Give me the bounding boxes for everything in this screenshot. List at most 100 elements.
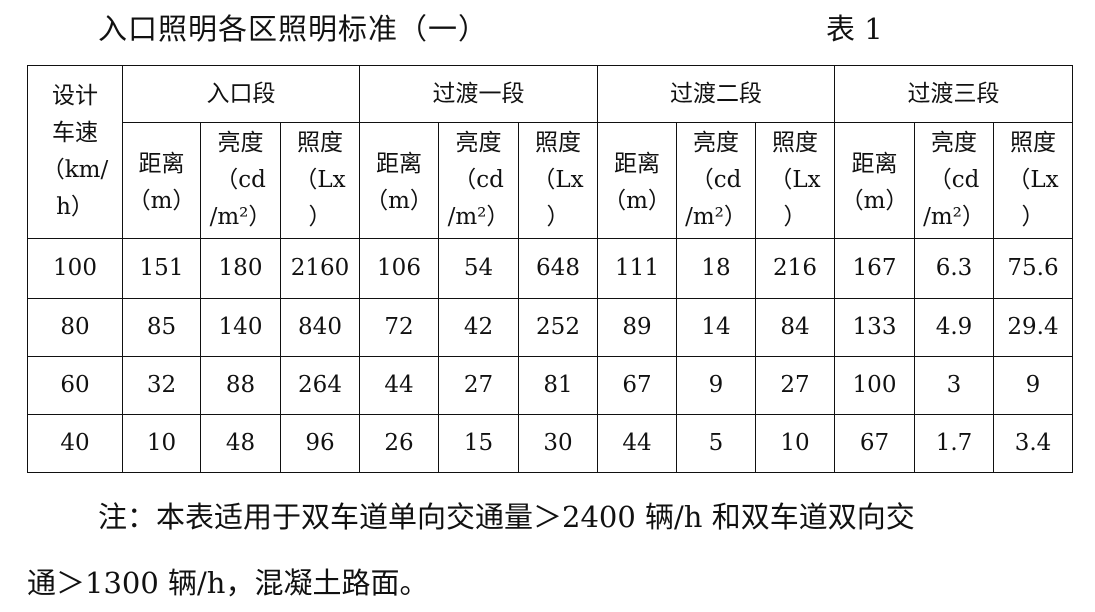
- cell-line: 距离: [614, 150, 660, 177]
- speed-cell: 80: [27, 298, 123, 357]
- value-cell: 27: [755, 356, 835, 415]
- value-cell: 9: [993, 356, 1073, 415]
- value-cell: 96: [280, 414, 360, 473]
- value-cell: 75.6: [993, 238, 1073, 299]
- cell-line: 亮度: [455, 130, 502, 157]
- value-cell: 167: [834, 238, 915, 299]
- header-sub: 距离 （m）: [122, 122, 201, 239]
- cell-line: 设计: [52, 83, 98, 110]
- cell-line: （m）: [840, 187, 909, 214]
- cell-line: （Lx: [1007, 167, 1059, 194]
- cell-line: 距离: [851, 150, 898, 177]
- note-line-2: 通＞1300 辆/h，混凝土路面。: [27, 566, 429, 600]
- value-cell: 18: [676, 238, 756, 299]
- cell-line: /m²）: [447, 203, 510, 230]
- header-sub: 照度 （Lx ）: [280, 122, 360, 239]
- header-sub: 照度 （Lx ）: [755, 122, 835, 239]
- header-sub: 距离 （m）: [834, 122, 915, 239]
- value-cell: 1.7: [914, 414, 994, 473]
- cell-line: ）: [1021, 203, 1045, 230]
- cell-line: 照度: [772, 130, 818, 157]
- value-cell: 106: [359, 238, 439, 299]
- cell-line: 距离: [376, 150, 422, 177]
- cell-line: （cd: [928, 167, 980, 194]
- value-cell: 9: [676, 356, 756, 415]
- header-sub: 亮度 （cd/m²）: [200, 122, 281, 239]
- value-cell: 27: [438, 356, 519, 415]
- cell-line: （cd: [215, 167, 266, 194]
- value-cell: 72: [359, 298, 439, 357]
- cell-line: 距离: [138, 150, 185, 177]
- value-cell: 10: [755, 414, 835, 473]
- value-cell: 10: [122, 414, 201, 473]
- cell-line: （Lx: [769, 167, 821, 194]
- header-sub: 距离 （m）: [359, 122, 439, 239]
- value-cell: 2160: [280, 238, 360, 299]
- cell-line: （km/: [41, 157, 109, 183]
- cell-line: （Lx: [294, 167, 346, 194]
- speed-cell: 40: [27, 414, 123, 473]
- value-cell: 4.9: [914, 298, 994, 357]
- header-group: 入口段: [122, 65, 360, 123]
- value-cell: 14: [676, 298, 756, 357]
- cell-line: 亮度: [217, 130, 264, 157]
- header-group: 过渡三段: [834, 65, 1073, 123]
- value-cell: 88: [200, 356, 281, 415]
- note-line-1: 注：本表适用于双车道单向交通量＞2400 辆/h 和双车道双向交: [98, 500, 915, 534]
- value-cell: 5: [676, 414, 756, 473]
- header-design-speed: 设计 车速 （km/h）: [27, 65, 123, 239]
- cell-line: /m²）: [209, 203, 272, 230]
- cell-line: /m²）: [923, 203, 985, 230]
- cell-line: （m）: [127, 187, 196, 214]
- cell-line: 照度: [297, 130, 343, 157]
- header-sub: 亮度 （cd/m²）: [676, 122, 756, 239]
- table-number: 表 1: [826, 12, 883, 46]
- header-sub: 距离 （m）: [597, 122, 677, 239]
- table-title: 入口照明各区照明标准（一）: [98, 12, 489, 46]
- value-cell: 264: [280, 356, 360, 415]
- value-cell: 252: [518, 298, 598, 357]
- table-row: 100 151 180 2160 106 54 648 111 18 216 167 6.3 75.6: [27, 238, 1073, 299]
- table-row: 80 85 140 840 72 42 252 89 14 84 133 4.9 29.4: [27, 298, 1073, 357]
- value-cell: 6.3: [914, 238, 994, 299]
- value-cell: 44: [597, 414, 677, 473]
- cell-line: 照度: [1010, 130, 1056, 157]
- header-group: 过渡二段: [597, 65, 835, 123]
- value-cell: 29.4: [993, 298, 1073, 357]
- cell-line: ）: [783, 203, 807, 230]
- speed-cell: 100: [27, 238, 123, 299]
- cell-line: 照度: [535, 130, 581, 157]
- cell-line: ）: [546, 203, 570, 230]
- value-cell: 44: [359, 356, 439, 415]
- value-cell: 89: [597, 298, 677, 357]
- cell-line: 亮度: [931, 130, 977, 157]
- cell-line: （cd: [690, 167, 742, 194]
- value-cell: 85: [122, 298, 201, 357]
- value-cell: 54: [438, 238, 519, 299]
- cell-line: （m）: [365, 187, 433, 214]
- header-group: 过渡一段: [359, 65, 598, 123]
- value-cell: 67: [834, 414, 915, 473]
- value-cell: 32: [122, 356, 201, 415]
- value-cell: 216: [755, 238, 835, 299]
- header-sub: 亮度 （cd/m²）: [438, 122, 519, 239]
- cell-line: 亮度: [693, 130, 739, 157]
- table-row: 60 32 88 264 44 27 81 67 9 27 100 3 9: [27, 356, 1073, 415]
- value-cell: 133: [834, 298, 915, 357]
- value-cell: 26: [359, 414, 439, 473]
- cell-line: /m²）: [685, 203, 747, 230]
- value-cell: 840: [280, 298, 360, 357]
- cell-line: h）: [56, 193, 94, 220]
- header-sub: 亮度 （cd/m²）: [914, 122, 994, 239]
- cell-line: ）: [308, 203, 332, 230]
- value-cell: 42: [438, 298, 519, 357]
- cell-line: （Lx: [532, 167, 584, 194]
- header-sub: 照度 （Lx ）: [518, 122, 598, 239]
- value-cell: 3: [914, 356, 994, 415]
- value-cell: 3.4: [993, 414, 1073, 473]
- cell-line: （cd: [453, 167, 504, 194]
- value-cell: 111: [597, 238, 677, 299]
- value-cell: 648: [518, 238, 598, 299]
- value-cell: 100: [834, 356, 915, 415]
- lighting-standard-table: 设计 车速 （km/h） 入口段 过渡一段 过渡二段 过渡三段 距离 （m） 亮度 （cd/m²） 照…: [27, 65, 1073, 473]
